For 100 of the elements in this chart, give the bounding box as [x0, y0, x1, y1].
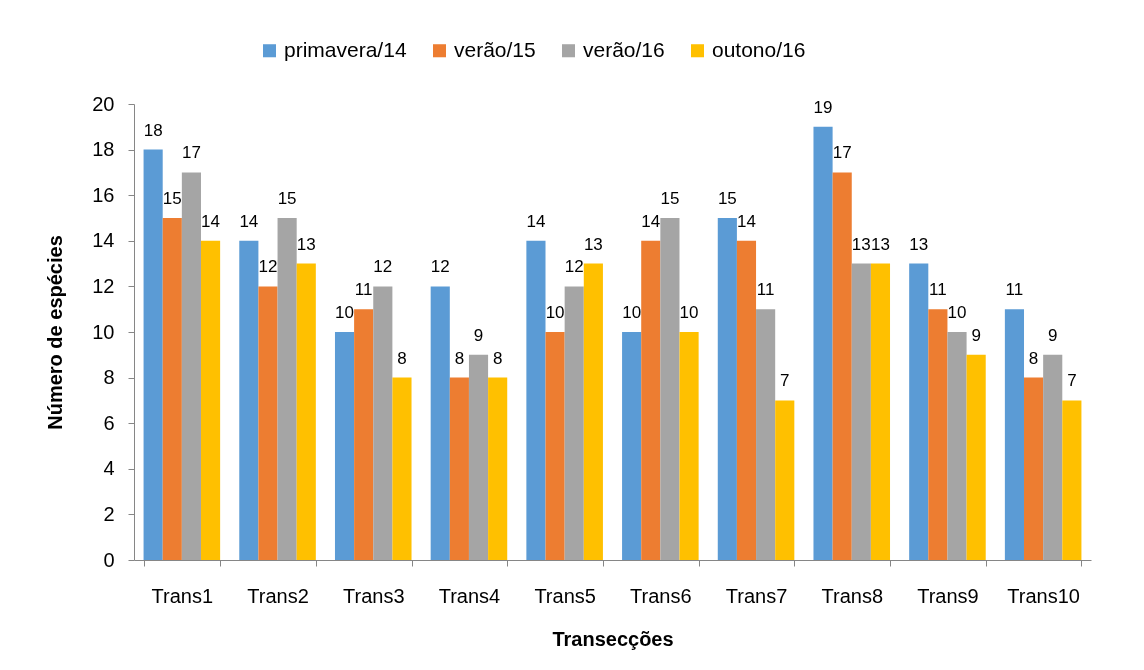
- y-tick-label: 20: [92, 92, 115, 115]
- bar: [449, 377, 469, 560]
- data-label: 14: [239, 211, 259, 231]
- bar: [354, 309, 374, 560]
- data-label: 14: [526, 211, 546, 231]
- data-label: 10: [545, 303, 565, 322]
- bar: [277, 218, 297, 560]
- x-tick-label: Trans7: [725, 584, 788, 607]
- y-tick-label: 2: [103, 502, 115, 525]
- y-tick-label: 10: [92, 320, 115, 343]
- x-tick-label: Trans1: [151, 584, 214, 607]
- data-label: 15: [660, 189, 680, 208]
- bar: [488, 377, 508, 560]
- legend-label: outono/16: [712, 37, 806, 61]
- y-tick-label: 6: [103, 411, 115, 434]
- data-label: 19: [813, 97, 833, 117]
- legend-label: primavera/14: [284, 37, 407, 61]
- data-label: 10: [679, 303, 699, 322]
- bar: [1062, 400, 1082, 560]
- data-label: 14: [737, 211, 756, 231]
- legend-label: verão/15: [454, 37, 536, 61]
- data-label: 10: [622, 303, 642, 322]
- data-label: 13: [909, 234, 929, 254]
- bar: [181, 172, 201, 560]
- bar: [928, 309, 948, 560]
- bar: [296, 263, 316, 560]
- data-label: 13: [296, 234, 316, 254]
- data-label: 17: [832, 143, 852, 163]
- bar: [468, 354, 489, 560]
- x-tick-label: Trans6: [630, 584, 692, 607]
- data-label: 8: [454, 348, 465, 368]
- bar: [966, 354, 986, 560]
- bar: [775, 400, 795, 560]
- data-label: 13: [583, 234, 603, 254]
- data-label: 8: [397, 348, 407, 368]
- bar: [430, 286, 450, 560]
- bar: [239, 240, 259, 560]
- data-label: 12: [258, 257, 278, 277]
- x-axis-title: Transecções: [552, 627, 674, 650]
- data-label: 13: [871, 234, 890, 254]
- data-label: 7: [1067, 371, 1077, 391]
- bar: [622, 332, 642, 560]
- data-label: 10: [335, 303, 354, 322]
- y-tick-label: 18: [92, 138, 115, 161]
- bar: [143, 149, 163, 560]
- bar: [583, 263, 603, 560]
- bar: [1043, 354, 1063, 560]
- data-label: 11: [1005, 280, 1024, 300]
- bar: [162, 218, 182, 560]
- data-label: 11: [354, 280, 373, 300]
- bar: [1004, 309, 1025, 560]
- data-label: 10: [947, 303, 967, 322]
- data-label: 18: [143, 120, 163, 140]
- x-tick-label: Trans10: [1007, 584, 1080, 607]
- bar: [736, 240, 757, 560]
- data-label: 9: [1047, 325, 1058, 345]
- x-tick-label: Trans9: [917, 584, 979, 607]
- x-tick-label: Trans2: [247, 584, 309, 607]
- y-tick-label: 8: [103, 366, 115, 389]
- bar: [870, 263, 891, 560]
- bar: [258, 286, 278, 560]
- bar: [200, 240, 221, 560]
- bar: [392, 377, 412, 560]
- data-label: 14: [641, 211, 661, 231]
- bar: [660, 218, 680, 560]
- bar: [545, 332, 565, 560]
- data-label: 11: [929, 280, 947, 300]
- x-tick-label: Trans8: [821, 584, 884, 607]
- bar: [564, 286, 584, 560]
- data-label: 11: [756, 280, 775, 300]
- bar: [373, 286, 393, 560]
- data-label: 17: [181, 143, 201, 163]
- bar: [526, 240, 546, 560]
- data-label: 7: [780, 371, 790, 391]
- data-label: 8: [492, 348, 503, 368]
- bar: [947, 332, 967, 560]
- bar: [334, 332, 355, 560]
- bar: [641, 240, 661, 560]
- legend-label: verão/16: [583, 37, 665, 61]
- bar: [832, 172, 852, 560]
- y-tick-label: 0: [103, 548, 115, 571]
- y-tick-label: 16: [92, 183, 115, 206]
- data-label: 12: [373, 257, 393, 277]
- x-tick-label: Trans3: [342, 584, 405, 607]
- data-label: 15: [717, 189, 737, 208]
- y-axis-title: Número de espécies: [44, 235, 67, 430]
- bar: [679, 332, 699, 560]
- bar: [909, 263, 929, 560]
- data-label: 9: [473, 325, 484, 345]
- bar: [717, 218, 737, 560]
- y-tick-label: 4: [103, 457, 115, 480]
- bar: [851, 263, 871, 560]
- bar: [813, 126, 833, 560]
- x-tick-label: Trans4: [438, 584, 501, 607]
- data-label: 8: [1028, 348, 1039, 368]
- y-tick-label: 14: [92, 229, 115, 252]
- data-label: 9: [971, 325, 981, 345]
- data-label: 15: [277, 189, 297, 208]
- data-label: 13: [851, 234, 871, 254]
- bar: [756, 309, 776, 560]
